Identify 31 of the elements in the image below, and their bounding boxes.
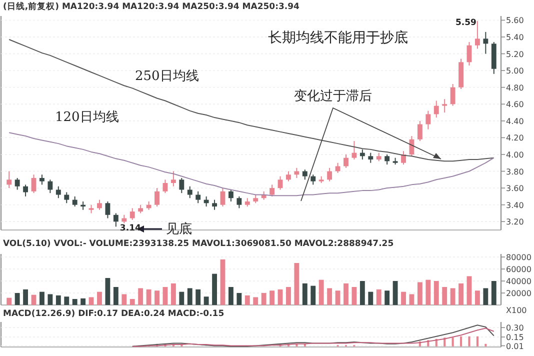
y-tick-label: 0.30: [506, 324, 524, 333]
annotation: 变化过于滞后: [294, 89, 372, 104]
y-tick-label: 3.80: [506, 167, 524, 176]
y-tick-label: 80000: [506, 253, 532, 262]
y-tick-label: 4.60: [506, 100, 524, 110]
y-tick-label: 5.00: [506, 66, 524, 76]
y-tick-label: 5.40: [506, 32, 524, 42]
text: X100: [506, 306, 527, 315]
series-label: 250日均线: [135, 69, 199, 84]
chart-title: MACD(12.26.9) DIF:0.17 DEA:0.24 MACD:-0.15: [3, 309, 224, 319]
y-tick-label: 5.60: [506, 16, 524, 26]
y-tick-label: 4.00: [506, 150, 524, 160]
y-tick-label: 4.20: [506, 134, 524, 143]
annotation: 长期均线不能用于抄底: [268, 30, 408, 46]
series-label: 120日均线: [55, 110, 119, 125]
y-tick-label: 3.20: [506, 218, 524, 227]
y-tick-label: 3.60: [506, 184, 524, 194]
y-tick-label: 60000: [506, 265, 532, 274]
y-tick-label: 4.40: [506, 116, 524, 126]
annotation: 5.59: [455, 18, 477, 28]
chart-title: VOL(5.10) VVOL:- VOLUME:2393138.25 MAVOL1:3069081.50 MAVOL2:2888947.25: [3, 239, 394, 249]
y-tick-label: 5.20: [506, 50, 524, 59]
y-tick-label: 3.40: [506, 200, 524, 210]
annotation: 3.14: [120, 224, 141, 234]
annotation: 见底: [166, 222, 192, 237]
y-tick-label: 0.15: [506, 333, 524, 342]
y-tick-label: 4.80: [506, 83, 524, 92]
y-tick-label: 40000: [506, 277, 532, 286]
chart-title: (日线,前复权) MA120:3.94 MA120:3.94 MA250:3.94 MA250:3.94: [3, 1, 300, 12]
y-tick-label: 0.01: [506, 342, 524, 351]
y-tick-label: 20000: [506, 289, 532, 298]
